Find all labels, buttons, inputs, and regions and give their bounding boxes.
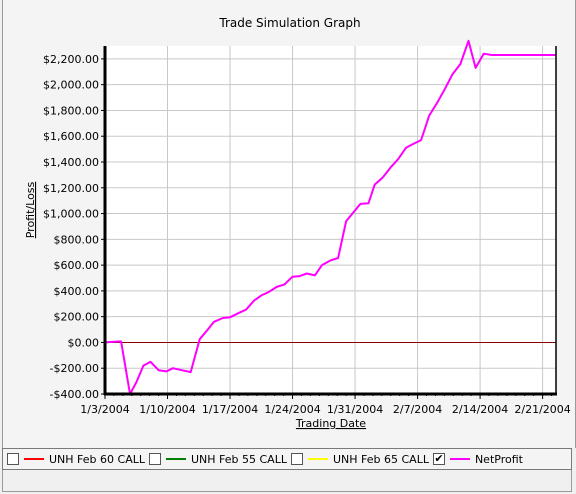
chart-frame: Trade Simulation Graph -$400.00 -$200.00 $… — [2, 0, 576, 448]
plot-area — [105, 46, 556, 394]
x-tick-label: 2/21/2004 — [514, 403, 570, 416]
y-tick-label: $2,200.00 — [43, 53, 99, 66]
series-line-netprofit — [104, 39, 556, 395]
x-tick-label: 2/7/2004 — [393, 403, 442, 416]
x-tick-label: 2/14/2004 — [452, 403, 508, 416]
y-tick-label: $1,800.00 — [43, 104, 99, 117]
legend-item: UNH Feb 65 CALL — [290, 450, 431, 468]
legend-swatch — [165, 458, 186, 460]
chart-title: Trade Simulation Graph — [218, 16, 360, 30]
y-tick-label: $1,600.00 — [43, 130, 99, 143]
y-tick-label: $1,200.00 — [43, 182, 99, 195]
y-tick-label: $0.00 — [68, 336, 100, 349]
y-tick-label: $2,000.00 — [43, 79, 99, 92]
legend-swatch — [449, 458, 470, 460]
x-tick-label: 1/17/2004 — [202, 403, 258, 416]
legend-swatch — [307, 458, 328, 460]
y-tick-label: $1,400.00 — [43, 156, 99, 169]
legend-label: UNH Feb 55 CALL — [190, 452, 287, 466]
legend-item: UNH Feb 60 CALL — [7, 450, 147, 468]
y-tick-label: $1,000.00 — [43, 208, 99, 221]
x-tick-label: 1/10/2004 — [139, 403, 195, 416]
y-tick-label: $600.00 — [54, 259, 100, 272]
legend-label: UNH Feb 65 CALL — [332, 452, 429, 466]
legend-checkbox[interactable] — [7, 453, 19, 465]
x-tick-label: 1/31/2004 — [327, 403, 383, 416]
legend-item: UNH Feb 55 CALL — [148, 450, 289, 468]
y-tick-label: -$200.00 — [50, 362, 99, 375]
y-axis-label: Profit/Loss — [24, 181, 37, 238]
y-tick-label: $800.00 — [54, 233, 100, 246]
y-tick-label: -$400.00 — [50, 388, 99, 401]
status-bar — [2, 470, 572, 492]
trade-simulation-chart: Trade Simulation Graph -$400.00 -$200.00 $… — [24, 16, 571, 430]
legend-swatch — [24, 458, 44, 460]
legend-label: NetProfit — [474, 452, 523, 466]
legend-checkbox[interactable]: ✔ — [432, 452, 445, 465]
legend-checkbox[interactable] — [148, 453, 161, 465]
x-axis-label: Trading Date — [295, 417, 366, 430]
legend: UNH Feb 60 CALL UNH Feb 55 CALL UNH Feb 65… — [2, 448, 572, 470]
x-tick-label: 1/24/2004 — [264, 403, 320, 416]
legend-item: ✔ NetProfit — [432, 450, 525, 468]
y-tick-label: $200.00 — [54, 311, 100, 324]
x-tick-label: 1/3/2004 — [80, 403, 129, 416]
y-tick-label: $400.00 — [54, 285, 100, 298]
legend-label: UNH Feb 60 CALL — [49, 452, 145, 466]
legend-checkbox[interactable] — [290, 453, 303, 465]
